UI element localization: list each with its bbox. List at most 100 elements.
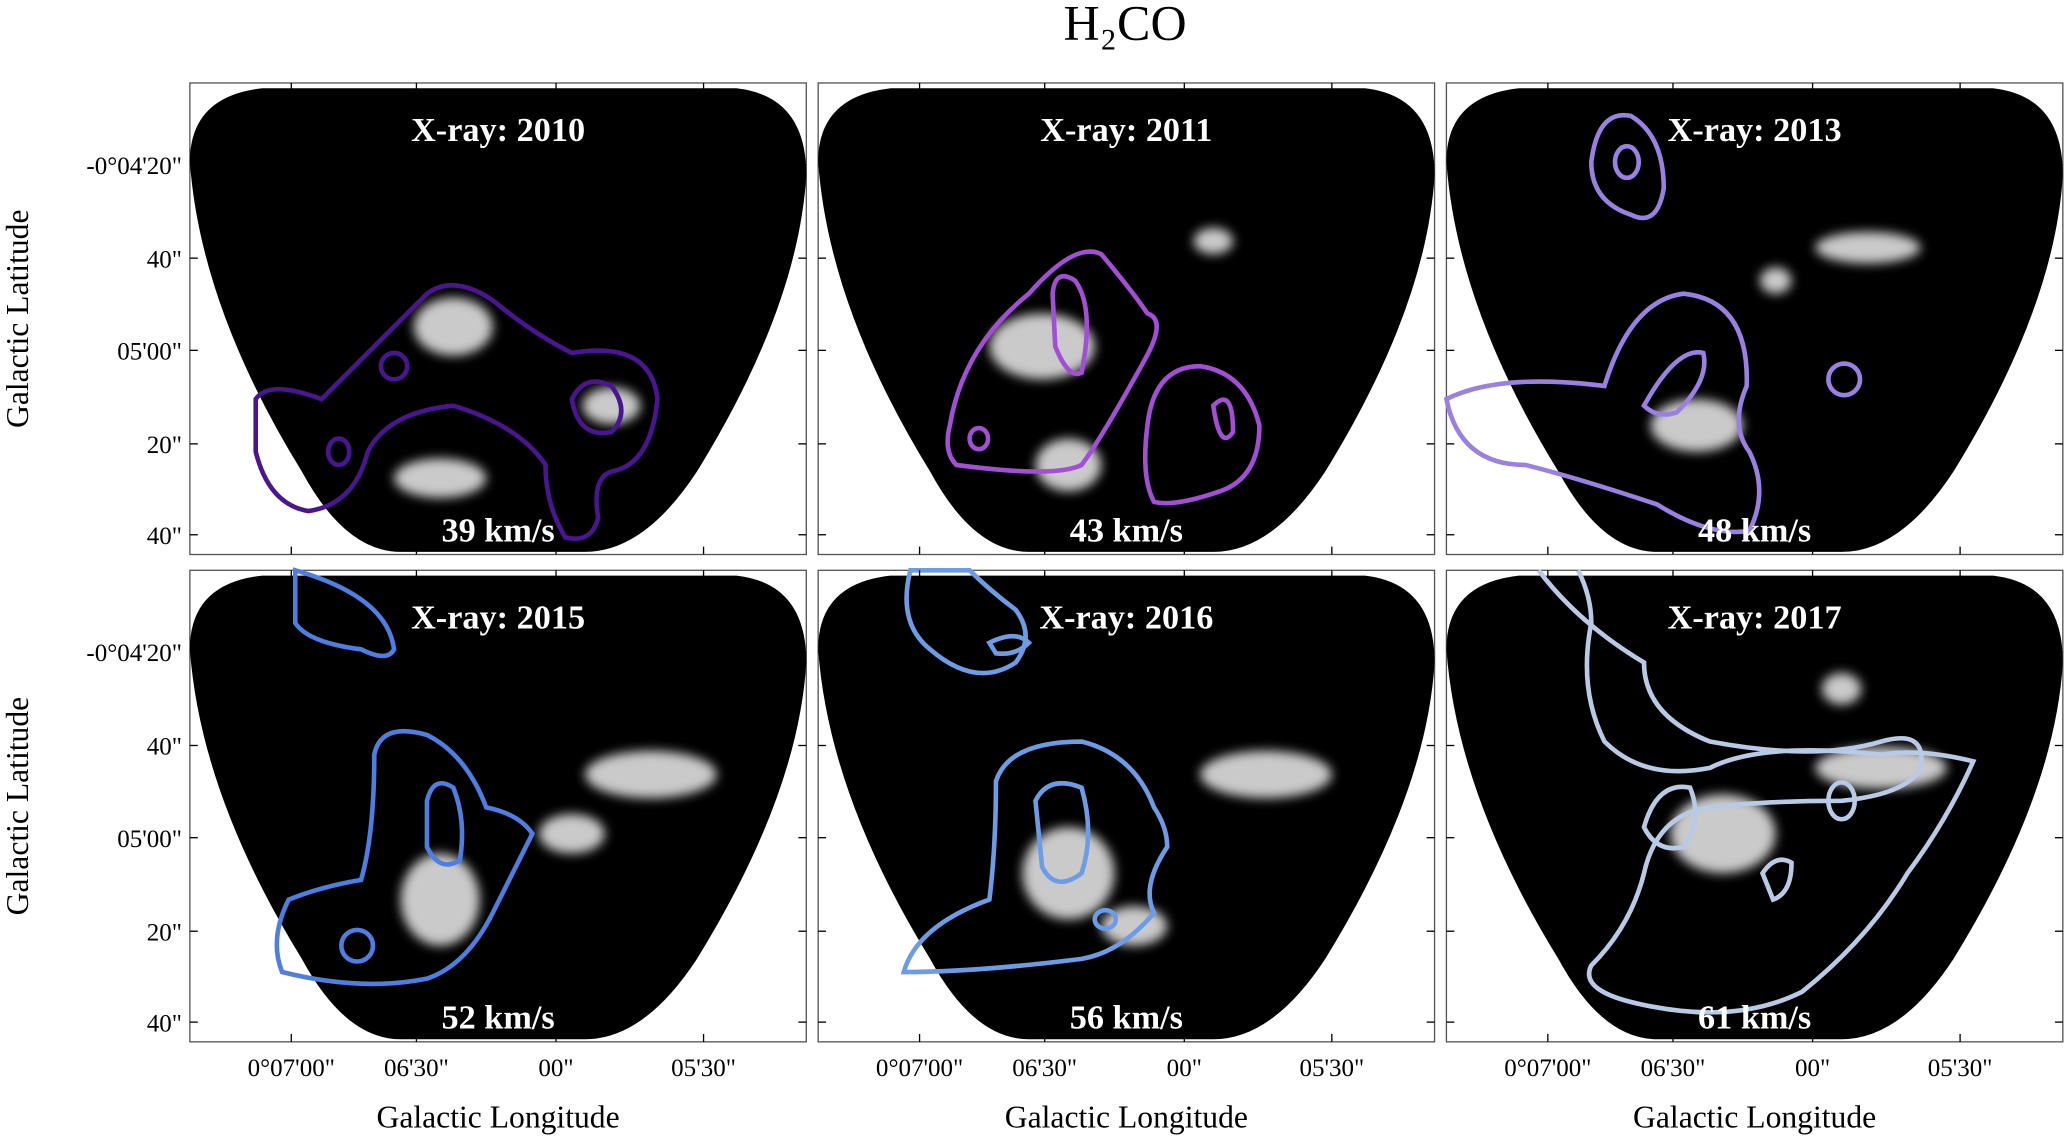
velocity-label: 52 km/s	[441, 999, 554, 1037]
y-tick-label: 05'00"	[117, 339, 182, 366]
contour	[378, 350, 410, 382]
panel-label: X-ray: 2011	[1040, 111, 1212, 149]
emission-feature	[585, 750, 717, 799]
velocity-label: 61 km/s	[1698, 999, 1811, 1037]
contour	[339, 927, 376, 964]
emission-feature	[413, 297, 493, 356]
contours	[1536, 568, 1977, 1015]
contour	[253, 282, 660, 541]
y-tick-label: 40"	[147, 1010, 182, 1037]
x-axis-label: Galactic Longitude	[1633, 1099, 1876, 1134]
contour	[1050, 273, 1090, 377]
contours	[1443, 112, 1863, 535]
emission-feature	[394, 458, 487, 498]
contour	[945, 249, 1159, 474]
emission-feature	[1193, 227, 1234, 255]
contour	[1142, 363, 1262, 506]
x-tick-label: 06'30"	[1641, 1055, 1706, 1082]
emission-feature	[1035, 438, 1102, 492]
emission-feature	[1815, 231, 1921, 264]
panel: X-ray: 2010 39 km/s -0°04'20" 40" 05'00" 20" 4…	[86, 82, 807, 556]
y-tick-label: 20"	[147, 432, 182, 459]
velocity-label: 39 km/s	[441, 511, 554, 549]
x-tick-label: 05'30"	[1299, 1055, 1364, 1082]
panel-label: X-ray: 2016	[1039, 598, 1213, 636]
x-tick-label: 00"	[538, 1055, 573, 1082]
y-tick-label: -0°04'20"	[86, 153, 182, 180]
panel: X-ray: 2016 56 km/s 0°07'00" 06'30" 00" 05'30…	[817, 568, 1436, 1082]
velocity-label: 56 km/s	[1070, 999, 1183, 1037]
emission-feature	[1650, 399, 1743, 452]
x-axis-label: Galactic Longitude	[1005, 1099, 1248, 1134]
contour	[1641, 350, 1707, 417]
emission-feature	[989, 313, 1095, 380]
x-tick-label: 06'30"	[1012, 1055, 1077, 1082]
x-tick-label: 0°07'00"	[248, 1055, 335, 1082]
panel: X-ray: 2017 61 km/s 0°07'00" 06'30" 00" 05'30…	[1445, 568, 2064, 1082]
emission-feature	[582, 387, 641, 425]
y-tick-label: -0°04'20"	[86, 640, 182, 667]
x-tick-label: 0°07'00"	[876, 1055, 963, 1082]
contour	[986, 633, 1033, 657]
contour	[1826, 361, 1863, 398]
y-tick-label: 20"	[147, 919, 182, 946]
y-tick-label: 05'00"	[117, 826, 182, 853]
emission-feature	[1022, 827, 1115, 920]
y-axis-label: Galactic Latitude	[0, 697, 35, 916]
panel-label: X-ray: 2013	[1668, 111, 1842, 149]
emission-map	[818, 575, 1435, 1040]
x-tick-label: 00"	[1795, 1055, 1830, 1082]
contour	[1588, 112, 1667, 221]
velocity-label: 43 km/s	[1070, 511, 1183, 549]
contour	[1759, 857, 1794, 903]
panel-label: X-ray: 2010	[411, 111, 585, 149]
panel-label: X-ray: 2017	[1668, 598, 1842, 636]
contours	[945, 249, 1262, 506]
contour	[1826, 780, 1858, 822]
panel: X-ray: 2011 43 km/s	[817, 82, 1436, 556]
contour	[904, 568, 1028, 676]
panel: X-ray: 2013 48 km/s	[1443, 82, 2064, 556]
x-tick-label: 0°07'00"	[1504, 1055, 1591, 1082]
contour	[1612, 143, 1642, 181]
contour	[967, 425, 991, 452]
x-tick-label: 06'30"	[384, 1055, 449, 1082]
contour	[1092, 907, 1119, 931]
emission-feature	[538, 813, 605, 854]
x-axis-label: Galactic Longitude	[377, 1099, 620, 1134]
y-axis-label: Galactic Latitude	[0, 209, 35, 428]
emission-map	[189, 88, 807, 552]
emission-feature	[1821, 673, 1862, 705]
emission-map	[189, 575, 807, 1040]
contour	[424, 781, 465, 867]
y-tick-label: 40"	[147, 523, 182, 550]
contour	[1536, 568, 1977, 1015]
contour	[1210, 397, 1236, 441]
y-tick-label: 40"	[147, 734, 182, 761]
contour	[569, 379, 624, 436]
emission-feature	[1200, 750, 1332, 799]
emission-feature	[1759, 267, 1792, 294]
panel: X-ray: 2015 52 km/s -0°04'20" 40" 05'00" 20" 4…	[86, 567, 807, 1082]
emission-feature	[400, 853, 480, 946]
panel-label: X-ray: 2015	[411, 598, 585, 636]
contour	[1443, 291, 1762, 535]
contours	[900, 568, 1170, 975]
figure-title: H₂CO	[1063, 0, 1186, 51]
emission-map	[1446, 88, 2063, 552]
contour	[900, 739, 1170, 975]
contour	[1641, 784, 1698, 851]
contour	[1033, 781, 1091, 884]
x-tick-label: 05'30"	[1928, 1055, 1993, 1082]
contour	[274, 728, 535, 987]
contour	[292, 567, 397, 659]
x-tick-label: 00"	[1167, 1055, 1202, 1082]
velocity-label: 48 km/s	[1698, 511, 1811, 549]
y-tick-label: 40"	[147, 246, 182, 273]
contours	[253, 282, 660, 541]
contours	[274, 567, 535, 987]
contour	[325, 436, 352, 468]
x-tick-label: 05'30"	[671, 1055, 736, 1082]
